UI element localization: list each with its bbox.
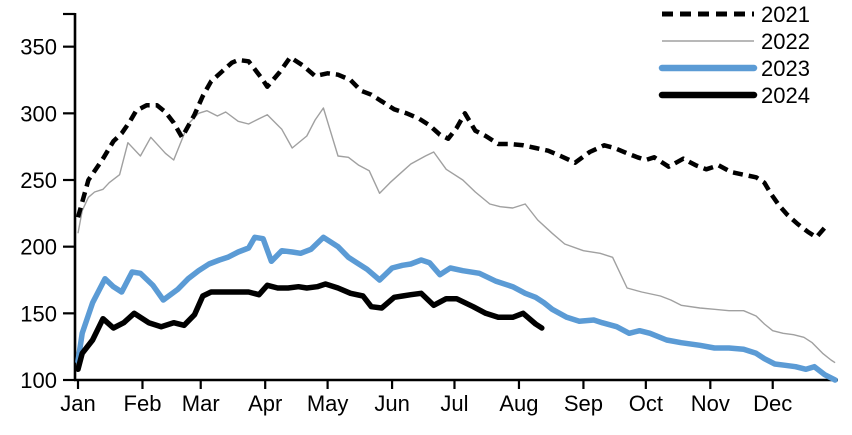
legend-label-2022: 2022	[761, 29, 810, 54]
x-tick-label: Jan	[60, 391, 95, 416]
x-tick-label: Feb	[124, 391, 162, 416]
x-tick-label: Mar	[182, 391, 220, 416]
y-tick-label: 300	[20, 101, 57, 126]
series-2021-line	[75, 55, 829, 240]
y-tick-label: 200	[20, 235, 57, 260]
y-tick-label: 250	[20, 168, 57, 193]
x-tick-label: May	[307, 391, 349, 416]
x-tick-label: Aug	[499, 391, 538, 416]
x-tick-label: Oct	[629, 391, 663, 416]
y-tick-label: 100	[20, 368, 57, 393]
series-2024-line	[75, 281, 545, 373]
legend-label-2021: 2021	[761, 2, 810, 27]
x-tick-label: Jun	[374, 391, 409, 416]
x-tick-label: Sep	[564, 391, 603, 416]
x-tick-label: Jul	[440, 391, 468, 416]
series-2022-line	[77, 107, 836, 364]
legend-label-2023: 2023	[761, 56, 810, 81]
y-tick-label: 150	[20, 301, 57, 326]
legend-label-2024: 2024	[761, 83, 810, 108]
x-tick-label: Nov	[691, 391, 730, 416]
x-tick-label: Dec	[753, 391, 792, 416]
series-2023-line	[75, 234, 838, 383]
y-tick-label: 350	[20, 35, 57, 60]
x-tick-label: Apr	[248, 391, 282, 416]
